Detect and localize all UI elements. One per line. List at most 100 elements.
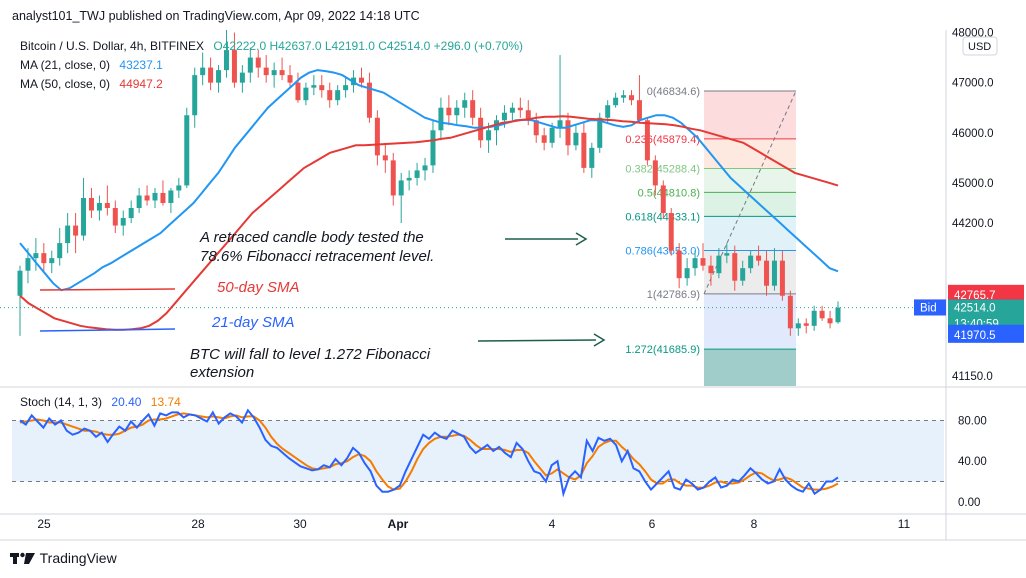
candle — [160, 180, 166, 206]
candle-body — [414, 170, 420, 178]
candle — [128, 200, 134, 224]
fib-level-label: 0.236(45879.4) — [625, 134, 700, 146]
candle — [104, 185, 110, 216]
candle — [644, 117, 650, 166]
candle-body — [708, 265, 714, 274]
candle-body — [644, 120, 650, 161]
candle — [740, 260, 746, 286]
candle-body — [366, 82, 372, 118]
candle-body — [17, 270, 23, 296]
candle — [120, 210, 126, 236]
candle-body — [557, 120, 563, 128]
candle — [795, 318, 801, 336]
candle — [112, 200, 118, 234]
candle-body — [517, 107, 523, 111]
candle — [327, 82, 333, 108]
ohlc-open: O42222.0 — [213, 39, 267, 53]
fib-level-label: 1.272(41685.9) — [625, 344, 700, 356]
candle-body — [327, 90, 333, 101]
price-tick-label: 44200.0 — [952, 218, 994, 230]
price-label: 41970.5 — [954, 330, 996, 342]
fib-zone — [704, 192, 796, 217]
candle — [700, 243, 706, 271]
candle — [382, 142, 388, 173]
price-tag: Bid — [920, 302, 937, 314]
candle-body — [787, 295, 793, 329]
candle-body — [565, 120, 571, 146]
candle — [509, 102, 515, 121]
price-tick-label: 45000.0 — [952, 178, 994, 190]
candle — [311, 75, 317, 96]
candle — [835, 301, 841, 324]
candle-body — [382, 155, 388, 161]
candle — [239, 65, 245, 93]
candle-body — [525, 110, 531, 121]
candle — [17, 265, 23, 336]
candle — [541, 127, 547, 151]
candle-body — [200, 67, 206, 76]
candle-body — [835, 307, 841, 323]
fib-level-label: 0.5(44810.8) — [638, 187, 700, 199]
price-label-bg — [948, 326, 1024, 343]
stoch-k-line — [19, 408, 839, 498]
candle-body — [216, 70, 222, 83]
price-tick-label: 41150.0 — [952, 371, 993, 383]
candle-body — [756, 255, 762, 261]
candle — [81, 177, 87, 241]
candle — [192, 67, 198, 128]
candle — [287, 65, 293, 88]
publish-header: analyst101_TWJ published on TradingView.… — [12, 9, 420, 23]
candle — [581, 122, 587, 173]
candle-body — [168, 190, 174, 203]
candle-body — [271, 70, 277, 76]
candle-body — [446, 107, 452, 116]
candle — [144, 185, 150, 206]
candle — [811, 305, 817, 331]
annotation-retrace-line2: 78.6% Fibonacci retracement level. — [200, 248, 434, 265]
annotation-sma50: 50-day SMA — [217, 279, 300, 296]
candle — [57, 228, 63, 266]
stoch-tick-label: 0.00 — [958, 497, 980, 509]
candle-body — [541, 135, 547, 143]
annotation-retrace-line1: A retraced candle body tested the — [199, 229, 424, 246]
candle — [470, 90, 476, 126]
candle-body — [41, 253, 47, 264]
candle — [779, 250, 785, 301]
time-tick-label: 11 — [898, 517, 911, 531]
candle — [565, 112, 571, 156]
candle-body — [581, 132, 587, 168]
candle — [819, 305, 825, 321]
fib-zone-extension — [704, 349, 796, 386]
tradingview-brand: TradingView — [39, 550, 117, 566]
candle-body — [81, 197, 87, 236]
candle-body — [438, 107, 444, 131]
candle-body — [358, 77, 364, 83]
candle-body — [764, 260, 770, 286]
fib-zone — [704, 293, 796, 350]
fib-level-label: 0.786(43653.0) — [625, 245, 700, 257]
stoch-tick-label: 80.00 — [958, 416, 987, 428]
candle-body — [827, 318, 833, 324]
price-label: 42765.7 — [954, 290, 996, 302]
candle-body — [208, 67, 214, 83]
sma50-marker-line — [39, 288, 176, 291]
candle — [208, 57, 214, 91]
ma21-label: MA (21, close, 0) — [20, 58, 111, 72]
candle-body — [65, 225, 71, 244]
candle-body — [573, 132, 579, 146]
candle-body — [430, 130, 436, 166]
time-tick-label: 30 — [293, 517, 307, 531]
candle-body — [343, 85, 349, 91]
price-label: 42514.0 — [954, 303, 996, 315]
candle-body — [176, 185, 182, 191]
candle — [176, 177, 182, 198]
fib-zone — [704, 138, 796, 169]
candle-body — [668, 213, 674, 251]
annotation-arrow-head — [575, 232, 588, 246]
candle-body — [716, 255, 722, 274]
fib-level-label: 0.618(44333.1) — [625, 211, 700, 223]
candle-body — [335, 90, 341, 101]
candle — [525, 100, 531, 126]
ohlc-change: +296.0 (+0.70%) — [433, 39, 524, 53]
